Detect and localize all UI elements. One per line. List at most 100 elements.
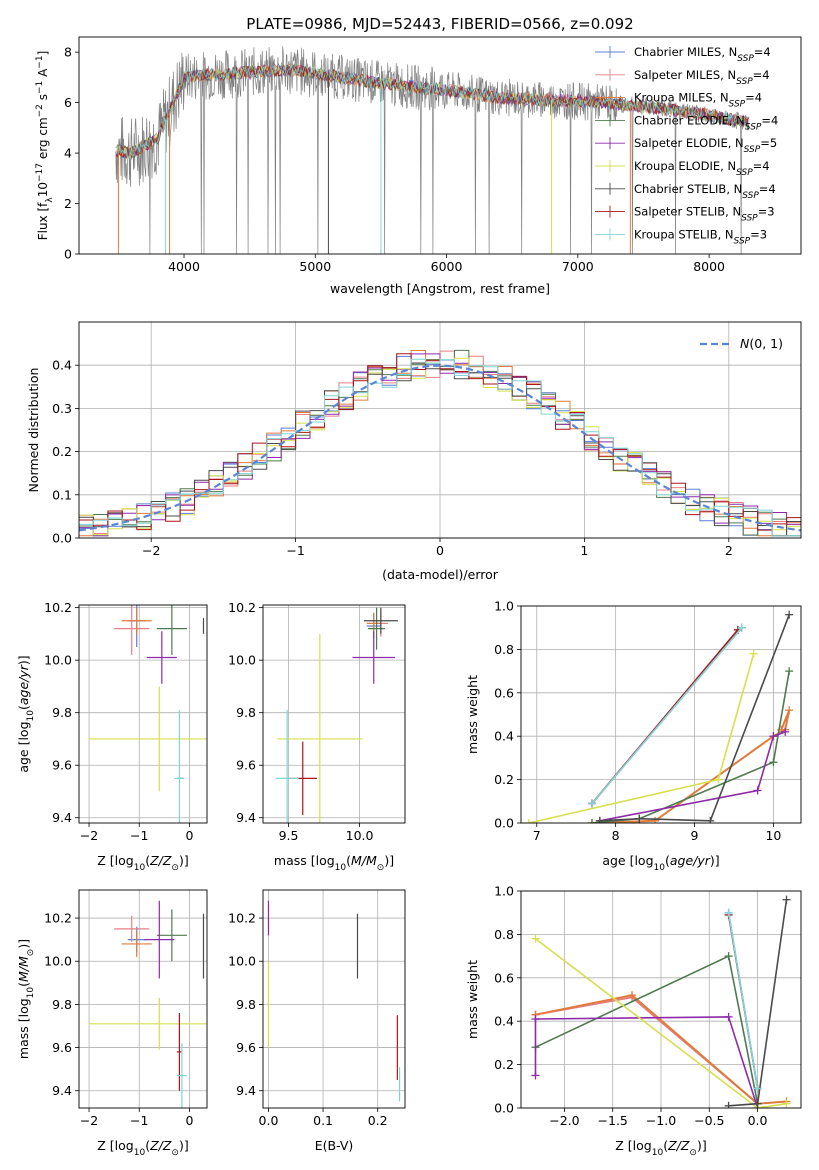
y-tick-label: 9.6 (236, 1040, 256, 1055)
legend-label: Chabrier STELIB, NSSP=4 (634, 182, 776, 201)
y-tick-label: 0 (64, 247, 72, 262)
panel-massweight_vs_Z: −2.0 −1.5 −1.0 −0.5 0.0 0.0 0.2 0.4 0.6 0.8 1.0 Z [… (465, 884, 802, 1158)
label-part: =4 (759, 182, 776, 196)
label-part: 10 (654, 863, 666, 873)
x-axis-label: Z [log10(Z/Z⊙)] (97, 853, 188, 873)
legend-label: Kroupa STELIB, NSSP=3 (634, 227, 767, 246)
label-part: Salpeter MILES, N (634, 68, 736, 82)
y-axis-label: Flux [fλ10−17 erg cm−2 s−1 A−1] (35, 51, 55, 241)
legend-label: Salpeter MILES, NSSP=4 (634, 68, 770, 87)
label-part: )] (179, 853, 189, 868)
label-part: =4 (753, 68, 770, 82)
y-tick-label: 0.8 (494, 927, 514, 942)
label-part: )] (710, 853, 720, 868)
x-tick-label: 2 (725, 543, 733, 558)
label-part: SSP (734, 236, 751, 246)
y-tick-label: 9.8 (52, 705, 72, 720)
panel-mass_vs_EBV: 0.0 0.1 0.2 9.4 9.6 9.8 10.0 10.2 E(B-V) (228, 889, 406, 1153)
y-tick-label: 0.2 (494, 772, 514, 787)
y-tick-label: 0.3 (52, 401, 72, 416)
label-part: erg cm (36, 117, 50, 163)
label-part: N (740, 336, 750, 351)
series-line-kroupa-miles (591, 709, 791, 823)
panel-age_vs_Z: −2 −1 09.49.69.810.010.2Z [log10(Z/Z⊙)]age… (16, 600, 208, 873)
label-part: ( (665, 853, 670, 868)
label-part: SSP (736, 168, 753, 178)
label-part: Z/Z (149, 1138, 172, 1153)
series-line-salpeter-miles (535, 996, 759, 1105)
series-line-chabrier-elodie (535, 954, 759, 1104)
series-line-kroupa-stelib (727, 912, 759, 1089)
x-tick-label: 0 (185, 828, 193, 843)
normal-curve (79, 364, 801, 532)
label-part: Z [log (615, 1138, 651, 1153)
label-part: 10 (134, 863, 146, 873)
label-part: M/M (351, 853, 377, 868)
x-tick-label: −2 (80, 828, 98, 843)
y-tick-label: 0.0 (52, 531, 72, 546)
plot-area (115, 46, 749, 254)
label-part: ( (145, 1138, 150, 1153)
x-tick-label: 7 (533, 828, 541, 843)
label-part: )] (16, 939, 31, 949)
x-tick-label: 8 (612, 828, 620, 843)
figure-title: PLATE=0986, MJD=52443, FIBERID=0566, z=0… (246, 15, 633, 33)
label-part: ( (145, 853, 150, 868)
legend-label: Chabrier ELODIE, NSSP=4 (634, 113, 778, 132)
y-axis-label: mass weight (465, 960, 480, 1039)
label-part: (0, 1) (749, 336, 783, 351)
y-tick-label: 10.2 (228, 911, 256, 926)
series-line-kroupa-elodie (535, 938, 787, 1108)
y-tick-label: 0.2 (494, 1057, 514, 1072)
label-part: 10 (26, 987, 36, 999)
plot-area (531, 895, 791, 1108)
x-axis-label: mass [log10(M/M⊙)] (274, 853, 394, 873)
label-part: A (36, 68, 50, 81)
label-part: SSP (744, 145, 761, 155)
label-part: −1 (35, 55, 45, 68)
label-part: 10 (36, 182, 50, 197)
y-tick-label: 0.4 (494, 729, 514, 744)
y-tick-label: 10.2 (44, 600, 72, 615)
histogram-chabrier-stelib (79, 362, 801, 537)
label-part: Kroupa MILES, N (634, 91, 729, 105)
legend-label: Kroupa MILES, NSSP=4 (634, 91, 762, 110)
label-part: SSP (729, 100, 746, 110)
x-tick-label: −0.5 (694, 1113, 724, 1128)
label-part: ⊙ (26, 949, 36, 957)
y-tick-label: 2 (64, 196, 72, 211)
x-axis-label: E(B-V) (315, 1138, 354, 1153)
y-tick-label: 10.2 (44, 911, 72, 926)
y-tick-label: 1.0 (494, 599, 514, 614)
label-part: ( (663, 1138, 668, 1153)
y-tick-label: 9.4 (236, 810, 256, 825)
panel-spectrum: 4000 5000 6000 7000 8000 0 2 4 6 8 wavelength [Ang… (35, 36, 802, 296)
label-part: =4 (761, 113, 778, 127)
y-tick-label: 0.0 (494, 816, 514, 831)
y-tick-label: 9.4 (236, 1083, 256, 1098)
y-tick-label: 9.8 (236, 997, 256, 1012)
y-tick-label: 10.2 (228, 600, 256, 615)
label-part: SSP (742, 191, 759, 201)
label-part: =4 (745, 91, 762, 105)
label-part: age [log (16, 721, 31, 772)
label-part: =4 (753, 159, 770, 173)
label-part: age/yr (670, 853, 711, 868)
x-tick-label: 4000 (168, 259, 200, 274)
y-tick-label: 0.4 (494, 1014, 514, 1029)
label-part: age/yr (16, 664, 31, 705)
x-tick-label: −1 (130, 828, 148, 843)
label-part: Chabrier ELODIE, N (634, 113, 745, 127)
label-part: Kroupa ELODIE, N (634, 159, 736, 173)
legend-label: Chabrier MILES, NSSP=4 (634, 45, 771, 64)
series-line-kroupa-stelib (591, 627, 743, 805)
y-tick-label: 6 (64, 95, 72, 110)
x-tick-label: −1.0 (646, 1113, 676, 1128)
legend-label: Kroupa ELODIE, NSSP=4 (634, 159, 770, 178)
series-line-chabrier-elodie (591, 670, 790, 823)
label-part: Kroupa STELIB, N (634, 227, 734, 241)
x-tick-label: 0.2 (368, 1113, 388, 1128)
y-tick-label: 10.0 (44, 653, 72, 668)
label-part: ( (16, 705, 31, 710)
label-part: Salpeter ELODIE, N (634, 136, 744, 150)
